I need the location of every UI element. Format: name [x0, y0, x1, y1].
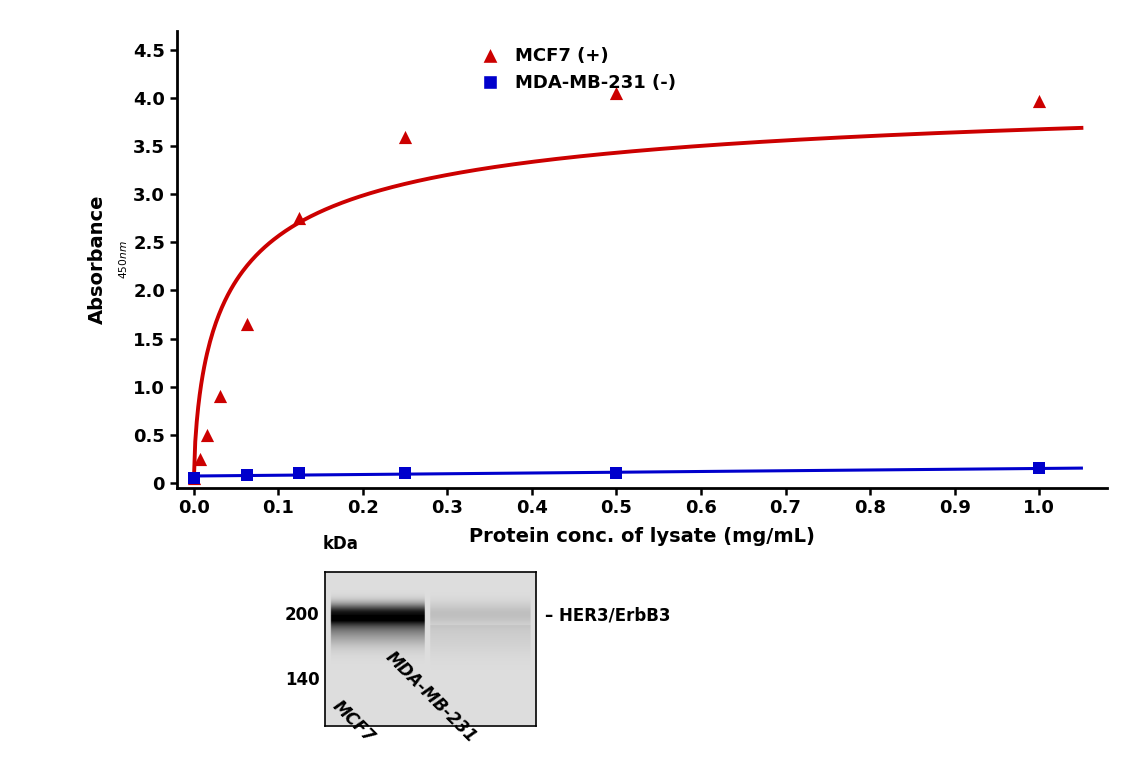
- Text: MDA-MB-231: MDA-MB-231: [381, 648, 479, 746]
- Point: [396, 467, 414, 479]
- Text: MCF7: MCF7: [329, 697, 378, 746]
- Text: Absorbance: Absorbance: [88, 194, 107, 324]
- Point: [211, 390, 229, 402]
- Point: [607, 87, 625, 99]
- Point: [237, 318, 256, 330]
- Point: [197, 429, 216, 441]
- Point: [290, 467, 308, 479]
- Text: 140: 140: [285, 670, 319, 689]
- Text: kDa: kDa: [323, 535, 358, 553]
- Point: [237, 469, 256, 482]
- Point: [185, 472, 203, 484]
- X-axis label: Protein conc. of lysate (mg/mL): Protein conc. of lysate (mg/mL): [469, 527, 815, 546]
- Point: [396, 131, 414, 143]
- Point: [290, 212, 308, 224]
- Text: – HER3/ErbB3: – HER3/ErbB3: [545, 606, 671, 624]
- Text: $_{450nm}$: $_{450nm}$: [114, 240, 130, 279]
- Point: [185, 472, 203, 484]
- Text: 200: 200: [285, 606, 319, 624]
- Point: [1030, 462, 1049, 475]
- Point: [607, 467, 625, 479]
- Legend: MCF7 (+), MDA-MB-231 (-): MCF7 (+), MDA-MB-231 (-): [464, 40, 683, 99]
- Point: [1030, 94, 1049, 107]
- Point: [192, 452, 210, 465]
